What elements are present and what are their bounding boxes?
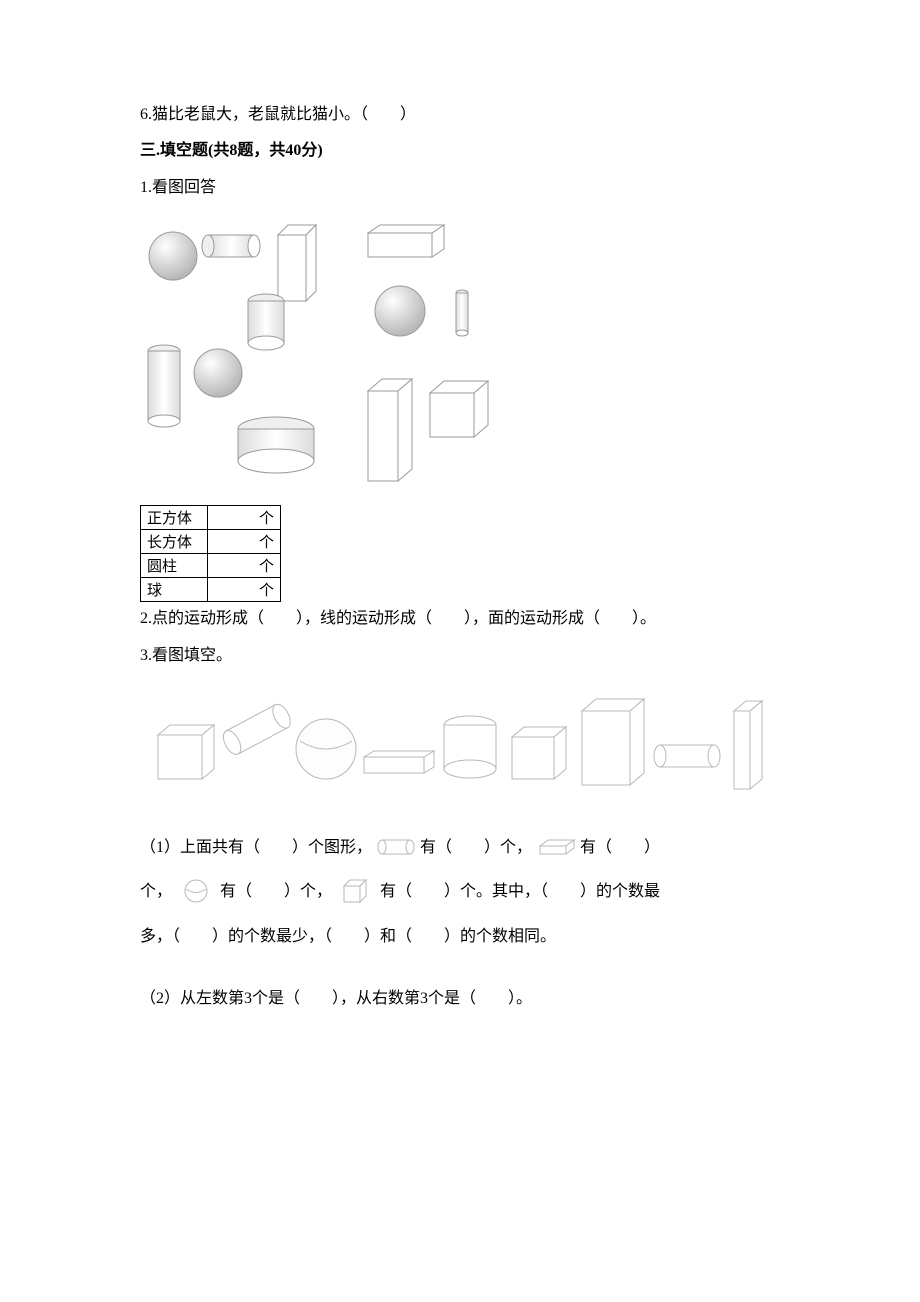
shapes-row-svg: [140, 681, 780, 811]
shapes-grid-svg: [140, 211, 510, 501]
cylinder-icon: [376, 834, 416, 860]
table-row: 正方体 个: [141, 506, 281, 530]
flat-cuboid-icon: [536, 834, 576, 860]
table-row: 长方体 个: [141, 530, 281, 554]
text: （1）上面共有（ ）个图形，: [140, 839, 372, 856]
text: 有（ ）个，: [220, 883, 332, 900]
cell-label: 球: [141, 578, 208, 602]
question-3-title: 3.看图填空。: [140, 641, 780, 671]
section-3-header: 三.填空题(共8题，共40分): [140, 136, 780, 166]
cell-unit: 个: [208, 578, 281, 602]
question-6: 6.猫比老鼠大，老鼠就比猫小。（ ）: [140, 100, 780, 130]
cell-unit: 个: [208, 506, 281, 530]
cell-label: 圆柱: [141, 554, 208, 578]
shapes-row-figure: [140, 681, 780, 811]
page: 6.猫比老鼠大，老鼠就比猫小。（ ） 三.填空题(共8题，共40分) 1.看图回…: [0, 0, 920, 1302]
shape-count-table: 正方体 个 长方体 个 圆柱 个 球 个: [140, 505, 281, 602]
shapes-grid-figure: [140, 211, 510, 501]
cell-unit: 个: [208, 530, 281, 554]
text: 有（ ）个，: [420, 839, 532, 856]
question-1-title: 1.看图回答: [140, 173, 780, 203]
text: 个，: [140, 883, 172, 900]
q3-part1-line2: 个， 有（ ）个， 有（ ）个。其中，（ ）的个数最: [140, 873, 780, 911]
cube-icon: [336, 878, 376, 904]
cell-label: 正方体: [141, 506, 208, 530]
sphere-icon: [176, 878, 216, 904]
cell-unit: 个: [208, 554, 281, 578]
q3-part2: （2）从左数第3个是（ ），从右数第3个是（ ）。: [140, 984, 780, 1014]
q3-part1-line1: （1）上面共有（ ）个图形， 有（ ）个， 有（ ）: [140, 829, 780, 867]
cell-label: 长方体: [141, 530, 208, 554]
q3-part1-line3: 多，（ ）的个数最少，（ ）和（ ）的个数相同。: [140, 918, 780, 956]
table-row: 球 个: [141, 578, 281, 602]
text: 有（ ）个。其中，（ ）的个数最: [380, 883, 660, 900]
text: 有（ ）: [580, 839, 660, 856]
table-row: 圆柱 个: [141, 554, 281, 578]
question-2: 2.点的运动形成（ ），线的运动形成（ ），面的运动形成（ ）。: [140, 604, 780, 634]
